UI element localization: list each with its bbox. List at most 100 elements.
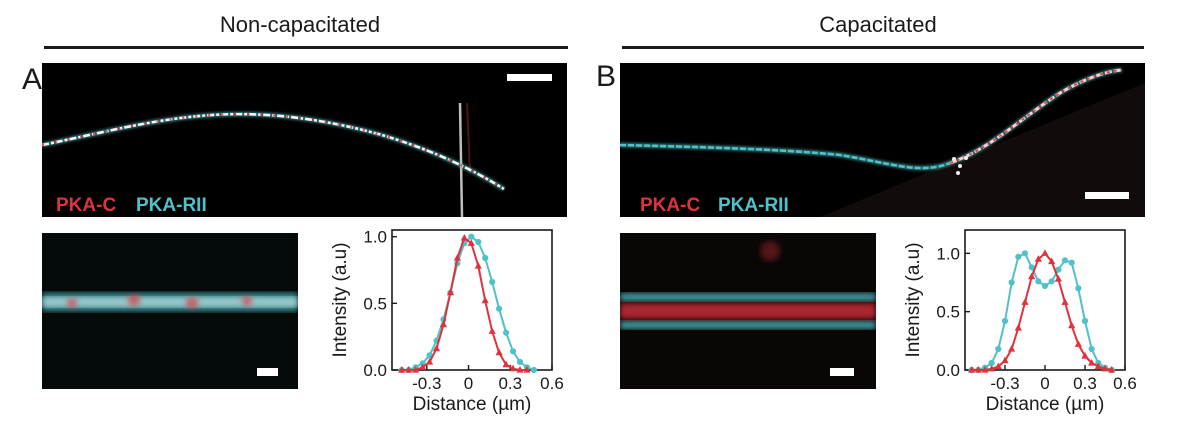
x-tick-label: 0.6 <box>1113 374 1137 393</box>
data-point-pka-rii <box>1068 259 1075 266</box>
data-point-pka-rii <box>468 233 475 240</box>
data-point-pka-c <box>1108 366 1116 373</box>
y-tick-label: 1.0 <box>363 228 387 247</box>
data-point-pka-rii <box>1008 279 1015 286</box>
condition-rule-left <box>44 46 568 49</box>
data-point-pka-rii <box>1081 317 1089 325</box>
legend-pka-rii-a: PKA-RII <box>136 195 207 216</box>
micrograph-capacitated-zoom <box>620 233 876 389</box>
scale-bar-b-full <box>1085 192 1129 199</box>
panel-letter-b: B <box>596 60 617 93</box>
data-point-pka-c <box>968 366 976 373</box>
data-point-pka-c <box>412 366 420 373</box>
data-point-pka-rii <box>1075 285 1082 292</box>
data-point-pka-c <box>460 234 468 241</box>
panel-letter-a: A <box>22 63 43 96</box>
data-point-pka-c <box>1008 345 1016 352</box>
data-point-pka-rii <box>496 305 503 312</box>
y-tick-label: 0.5 <box>936 303 960 322</box>
intensity-plot-capacitated: -0.3 0 0.3 0.6 0.0 0.5 1.0 Distance (µm) Intensi… <box>903 229 1137 415</box>
data-point-pka-c <box>398 366 406 373</box>
x-tick-label: 0.6 <box>540 374 564 393</box>
y-tick-label: 0.5 <box>363 294 387 313</box>
x-tick-label: -0.3 <box>412 374 441 393</box>
data-point-pka-c <box>1054 275 1062 282</box>
data-point-pka-rii <box>475 238 482 246</box>
series-line-pka-c <box>401 237 527 371</box>
data-point-pka-c <box>446 288 455 296</box>
data-point-pka-c <box>453 254 461 261</box>
micrograph-capacitated-full <box>620 63 1145 217</box>
x-tick-label: 0 <box>1040 374 1049 393</box>
data-point-pka-c <box>467 239 475 246</box>
y-tick-label: 1.0 <box>936 244 960 263</box>
data-point-pka-rii <box>426 352 433 359</box>
data-point-pka-c <box>1021 298 1029 305</box>
data-point-pka-c <box>1034 255 1042 262</box>
y-tick-label: 0.0 <box>936 361 960 380</box>
data-point-pka-rii <box>1028 264 1035 271</box>
data-point-pka-c <box>1101 364 1109 372</box>
data-point-pka-rii <box>509 348 517 355</box>
data-point-pka-rii <box>1055 266 1062 273</box>
data-point-pka-rii <box>995 345 1002 353</box>
condition-title-left: Non-capacitated <box>219 12 381 37</box>
data-point-pka-c <box>488 327 496 334</box>
data-point-pka-c <box>1014 324 1022 331</box>
micrograph-noncapacitated-zoom <box>42 233 298 389</box>
legend-pka-c-a: PKA-C <box>56 195 117 216</box>
data-point-pka-c <box>509 364 517 372</box>
data-point-pka-c <box>1094 362 1102 370</box>
data-point-pka-rii <box>988 359 995 367</box>
data-point-pka-rii <box>502 329 510 336</box>
series-line-pka-c <box>971 252 1112 371</box>
data-point-pka-c <box>481 296 489 304</box>
data-point-pka-rii <box>530 366 538 374</box>
scale-bar-b-zoom <box>830 368 854 376</box>
plot-frame <box>391 229 553 371</box>
data-point-pka-c <box>1088 359 1096 366</box>
data-point-pka-c <box>1001 356 1009 364</box>
data-point-pka-c <box>516 366 524 373</box>
x-tick-label: 0.3 <box>1073 374 1097 393</box>
data-point-pka-c <box>974 366 982 373</box>
data-point-pka-rii <box>1048 278 1055 285</box>
data-point-pka-c <box>405 366 413 373</box>
data-point-pka-c <box>474 262 482 269</box>
scale-bar-a-zoom <box>257 368 278 376</box>
data-point-pka-rii <box>482 254 489 262</box>
data-point-pka-c <box>981 366 989 373</box>
y-tick-label: 0.0 <box>363 361 387 380</box>
data-point-pka-rii <box>1041 282 1049 290</box>
data-point-pka-c <box>432 344 441 352</box>
data-point-pka-c <box>495 348 503 356</box>
data-point-pka-c <box>1061 298 1069 305</box>
intensity-plot-noncapacitated: -0.3 0 0.3 0.6 0.0 0.5 1.0 Distance (µm) Intensi… <box>330 228 564 415</box>
condition-rule-right <box>622 46 1144 49</box>
x-tick-label: 0.3 <box>498 374 522 393</box>
data-point-pka-c <box>1081 352 1089 359</box>
data-point-pka-rii <box>1021 250 1029 257</box>
data-point-pka-c <box>994 362 1002 370</box>
x-tick-label: -0.3 <box>990 374 1019 393</box>
data-point-pka-rii <box>1061 257 1069 264</box>
data-point-pka-c <box>988 364 996 372</box>
data-point-pka-rii <box>1015 253 1022 260</box>
x-tick-label: 0 <box>464 374 473 393</box>
y-axis-label: Intensity (a.u) <box>903 242 924 357</box>
data-point-pka-c <box>419 363 427 370</box>
data-point-pka-rii <box>489 278 496 286</box>
x-axis-label: Distance (µm) <box>986 394 1105 415</box>
legend-pka-rii-b: PKA-RII <box>718 195 789 216</box>
data-point-pka-c <box>1068 321 1076 329</box>
data-point-pka-c <box>1048 257 1056 265</box>
x-axis-label: Distance (µm) <box>413 394 532 415</box>
data-point-pka-c <box>1074 340 1082 347</box>
data-point-pka-c <box>1041 249 1049 256</box>
data-point-pka-rii <box>1035 278 1042 285</box>
series-line-pka-rii <box>971 252 1113 371</box>
data-point-pka-c <box>425 358 434 365</box>
data-point-pka-rii <box>516 358 524 366</box>
data-point-pka-c <box>1028 272 1036 280</box>
condition-title-right: Capacitated <box>819 12 937 37</box>
